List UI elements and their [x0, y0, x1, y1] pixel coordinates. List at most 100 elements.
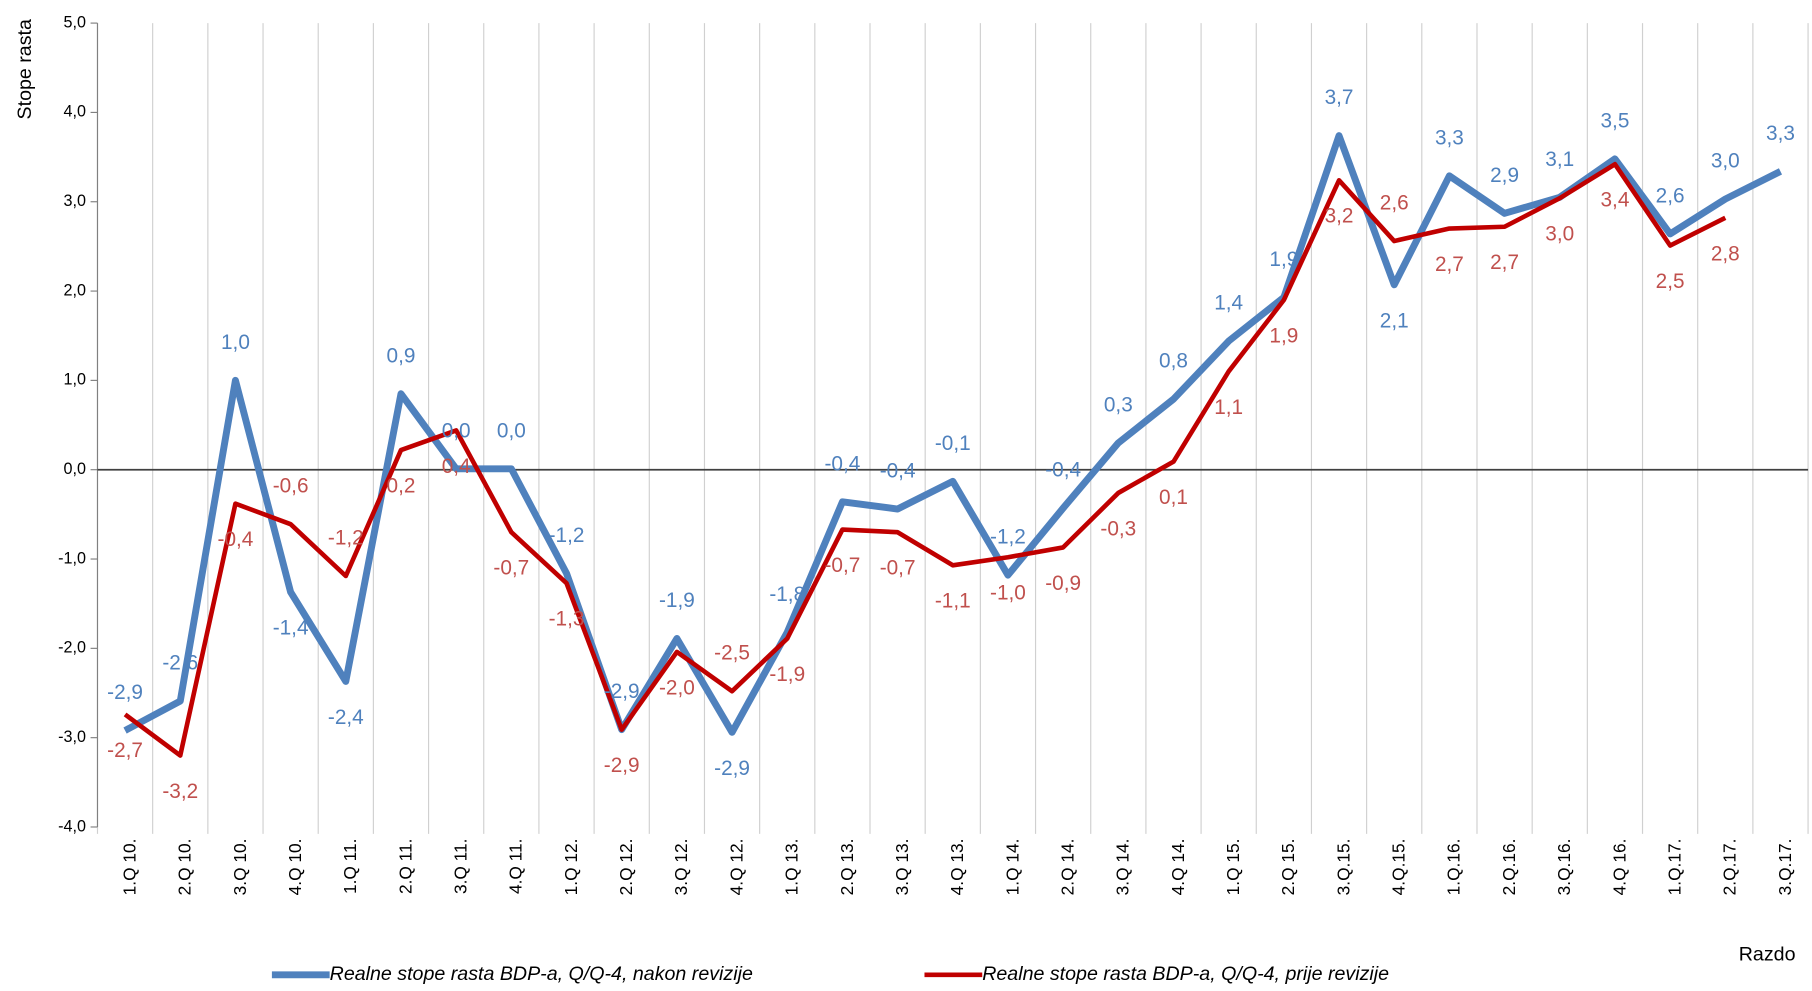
y-tick-label: 2,0	[63, 281, 85, 299]
x-tick-label: 2.Q 12.	[616, 839, 636, 896]
data-label: -0,4	[1045, 459, 1081, 482]
data-label: 2,7	[1490, 251, 1519, 274]
data-label: -2,9	[604, 680, 640, 703]
data-label: 3,0	[1711, 150, 1740, 173]
data-label: 3,0	[1545, 223, 1574, 246]
data-label: 2,9	[1490, 164, 1519, 187]
data-label: 3,2	[1325, 205, 1354, 228]
x-tick-label: 2.Q 11.	[395, 839, 415, 895]
data-label: 0,9	[387, 344, 416, 367]
x-tick-label: 2.Q 10.	[175, 839, 195, 896]
data-label: -2,5	[714, 642, 750, 665]
x-tick-label: 3.Q 11.	[451, 839, 471, 895]
x-tick-label: 1.Q 12.	[561, 839, 581, 896]
data-label: 0,8	[1159, 350, 1188, 373]
y-tick-label: 3,0	[63, 192, 85, 210]
y-tick-label: -4,0	[58, 817, 86, 835]
x-tick-label: 2.Q 13.	[837, 839, 857, 896]
data-label: -1,0	[990, 582, 1026, 605]
data-label: -0,7	[825, 554, 861, 577]
x-tick-label: 1.Q 13.	[782, 839, 802, 896]
data-label: -0,6	[273, 475, 309, 498]
x-tick-label: 4.Q 10.	[285, 839, 305, 896]
y-tick-label: 1,0	[63, 371, 85, 389]
data-label: -2,9	[714, 757, 750, 780]
data-label: -0,4	[218, 528, 254, 551]
data-label: -0,9	[1045, 572, 1081, 595]
data-label: -3,2	[162, 780, 198, 803]
data-label: 0,4	[442, 455, 471, 478]
x-tick-label: 4.Q 13.	[947, 839, 967, 896]
data-label: -0,7	[880, 557, 916, 580]
data-label: 3,1	[1545, 148, 1574, 171]
x-tick-label: 2.Q 14.	[1057, 839, 1077, 896]
data-label: 3,4	[1600, 189, 1629, 212]
y-tick-label: -1,0	[58, 549, 86, 567]
data-label: -2,9	[107, 681, 143, 704]
data-label: 0,1	[1159, 486, 1188, 509]
data-label: 3,3	[1766, 122, 1795, 145]
data-label: 3,7	[1325, 86, 1354, 109]
data-label: -1,8	[769, 583, 805, 606]
x-tick-label: 3.Q 10.	[230, 839, 250, 896]
y-tick-label: 0,0	[63, 460, 85, 478]
data-label: -2,4	[328, 706, 364, 729]
data-label: -0,7	[493, 557, 529, 580]
data-label: 2,8	[1711, 242, 1740, 265]
data-label: 2,1	[1380, 309, 1409, 332]
x-tick-label: 3.Q.17.	[1775, 839, 1795, 896]
data-label: -0,4	[880, 460, 916, 483]
x-tick-label: 4.Q.15.	[1389, 839, 1409, 896]
y-tick-label: 4,0	[63, 103, 85, 121]
x-tick-label: 1.Q 15.	[1223, 839, 1243, 896]
data-label: 0,0	[497, 419, 526, 442]
data-label: -0,1	[935, 432, 971, 455]
data-label: -2,7	[107, 739, 143, 762]
data-label: -1,2	[990, 526, 1026, 549]
y-tick-label: -2,0	[58, 639, 86, 657]
x-tick-label: 4.Q 11.	[506, 839, 526, 895]
data-label: -1,3	[549, 608, 585, 631]
legend-label: Realne stope rasta BDP-a, Q/Q-4, prije r…	[982, 963, 1389, 985]
data-label: -1,2	[549, 524, 585, 547]
data-label: 1,4	[1214, 292, 1243, 315]
x-tick-label: 1.Q.17.	[1664, 839, 1684, 896]
data-label: -2,6	[162, 652, 198, 675]
data-label: -0,3	[1100, 517, 1136, 540]
data-label: 1,9	[1269, 248, 1298, 271]
data-label: 0,2	[387, 474, 416, 497]
x-tick-label: 2.Q.17.	[1720, 839, 1740, 896]
x-tick-label: 1.Q 11.	[340, 839, 360, 895]
x-tick-label: 3.Q 12.	[671, 839, 691, 896]
x-tick-label: 3.Q 14.	[1113, 839, 1133, 896]
data-label: 1,1	[1214, 396, 1243, 419]
x-tick-label: 3.Q 13.	[892, 839, 912, 896]
data-label: -2,0	[659, 676, 695, 699]
x-tick-label: 2.Q.16.	[1499, 839, 1519, 896]
data-label: -2,9	[604, 754, 640, 777]
data-label: 3,3	[1435, 126, 1464, 149]
legend-label: Realne stope rasta BDP-a, Q/Q-4, nakon r…	[330, 963, 753, 985]
data-label: 2,5	[1656, 270, 1685, 293]
data-label: -0,4	[825, 452, 861, 475]
y-tick-label: -3,0	[58, 728, 86, 746]
data-label: -1,4	[273, 617, 309, 640]
data-label: 2,7	[1435, 253, 1464, 276]
data-label: 2,6	[1656, 184, 1685, 207]
series-line	[123, 161, 1727, 758]
data-label: 2,6	[1380, 192, 1409, 215]
data-label: -1,9	[659, 589, 695, 612]
data-label: 1,9	[1269, 324, 1298, 347]
data-label: -1,2	[328, 527, 364, 550]
data-label: -1,1	[935, 590, 971, 613]
y-axis-label: Stope rasta	[14, 19, 36, 119]
x-tick-label: 4.Q 14.	[1168, 839, 1188, 896]
x-tick-label: 4.Q 16.	[1609, 839, 1629, 896]
data-label: 3,5	[1600, 109, 1629, 132]
data-label: 0,0	[442, 419, 471, 442]
series-line	[123, 132, 1783, 736]
data-label: -1,9	[769, 663, 805, 686]
data-label: 1,0	[221, 331, 250, 354]
